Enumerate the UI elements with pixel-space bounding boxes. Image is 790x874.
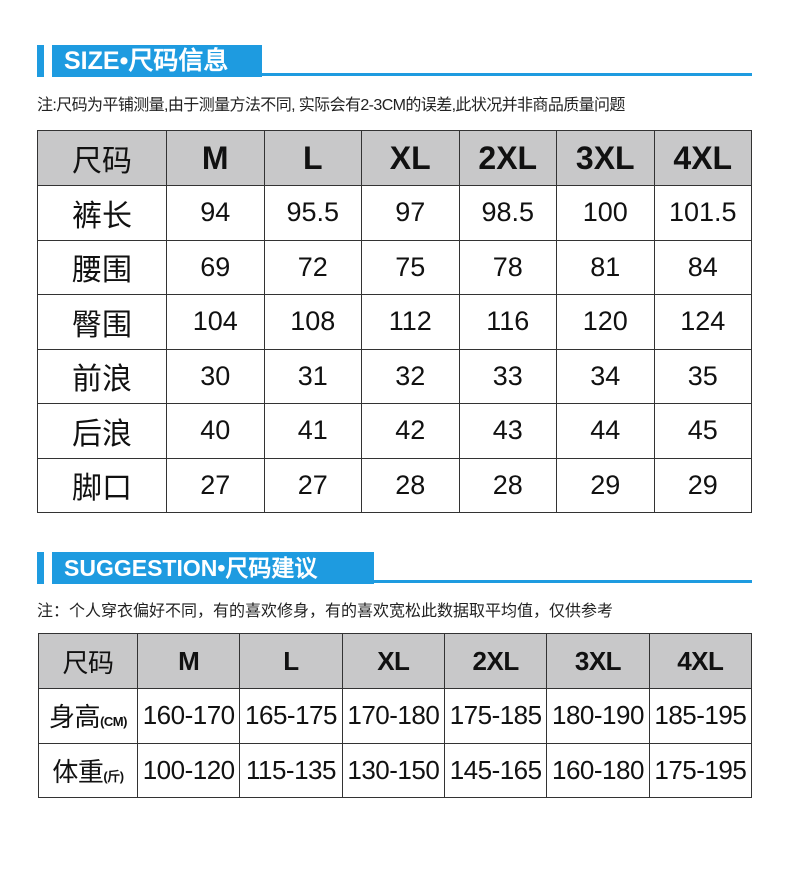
table-cell: 44 bbox=[556, 403, 655, 459]
row-label-text: 体重 bbox=[52, 756, 104, 787]
table-cell: 175-185 bbox=[443, 688, 548, 744]
table-cell: 41 bbox=[263, 403, 362, 459]
table-cell: XL bbox=[341, 633, 445, 689]
table-cell: 28 bbox=[458, 457, 557, 513]
table-cell: 84 bbox=[653, 239, 752, 295]
table-cell: 81 bbox=[556, 239, 655, 295]
table-cell: 97 bbox=[361, 185, 460, 241]
table-cell: 175-195 bbox=[648, 742, 753, 798]
table-cell: 180-190 bbox=[546, 688, 650, 744]
table-cell: 116 bbox=[458, 294, 557, 350]
table-row: 身高(CM) 160-170 165-175 170-180 175-185 180-19… bbox=[38, 688, 753, 744]
table-cell: 45 bbox=[653, 403, 752, 459]
section-marker bbox=[37, 45, 44, 77]
table-cell: 4XL bbox=[648, 633, 753, 689]
divider bbox=[374, 580, 752, 583]
table-cell: 29 bbox=[653, 457, 752, 513]
row-label: 身高(CM) bbox=[38, 688, 138, 744]
table-cell: 43 bbox=[458, 403, 557, 459]
table-row: 体重(斤) 100-120 115-135 130-150 145-165 160-180… bbox=[38, 742, 753, 798]
table-cell: 2XL bbox=[458, 130, 557, 186]
table-cell: 69 bbox=[166, 239, 265, 295]
table-cell: 27 bbox=[166, 457, 265, 513]
suggestion-table: 尺码 M L XL 2XL 3XL 4XL 身高(CM) 160-170 165-175 170-… bbox=[38, 633, 753, 798]
table-cell: 160-170 bbox=[136, 688, 241, 744]
table-cell: 112 bbox=[361, 294, 460, 350]
table-row: 前浪 30 31 32 33 34 35 bbox=[37, 348, 752, 404]
row-label: 后浪 bbox=[37, 403, 167, 459]
size-note: 注:尺码为平铺测量,由于测量方法不同, 实际会有2-3CM的误差,此状况并非商品… bbox=[37, 97, 625, 114]
table-cell: 185-195 bbox=[648, 688, 753, 744]
table-cell: 35 bbox=[653, 348, 752, 404]
table-cell: 78 bbox=[458, 239, 557, 295]
table-cell: 94 bbox=[166, 185, 265, 241]
table-cell: 124 bbox=[653, 294, 752, 350]
table-cell: 160-180 bbox=[546, 742, 650, 798]
table-cell: 40 bbox=[166, 403, 265, 459]
table-header-row: 尺码 M L XL 2XL 3XL 4XL bbox=[37, 130, 752, 186]
table-cell: 170-180 bbox=[341, 688, 445, 744]
table-cell: 4XL bbox=[653, 130, 752, 186]
row-label: 臀围 bbox=[37, 294, 167, 350]
table-cell: 31 bbox=[263, 348, 362, 404]
table-cell: 34 bbox=[556, 348, 655, 404]
table-cell: 95.5 bbox=[263, 185, 362, 241]
suggestion-section-title: SUGGESTION•尺码建议 bbox=[52, 552, 374, 584]
row-label: 尺码 bbox=[37, 130, 167, 186]
table-row: 臀围 104 108 112 116 120 124 bbox=[37, 294, 752, 350]
table-row: 腰围 69 72 75 78 81 84 bbox=[37, 239, 752, 295]
table-cell: 130-150 bbox=[341, 742, 445, 798]
table-cell: 2XL bbox=[443, 633, 548, 689]
section-marker bbox=[37, 552, 44, 584]
table-header-row: 尺码 M L XL 2XL 3XL 4XL bbox=[38, 633, 753, 689]
table-cell: 108 bbox=[263, 294, 362, 350]
row-label: 腰围 bbox=[37, 239, 167, 295]
table-cell: 120 bbox=[556, 294, 655, 350]
table-cell: M bbox=[166, 130, 265, 186]
row-label: 脚口 bbox=[37, 457, 167, 513]
row-unit: (斤) bbox=[103, 768, 124, 784]
table-cell: 29 bbox=[556, 457, 655, 513]
table-cell: 165-175 bbox=[239, 688, 343, 744]
table-cell: 28 bbox=[361, 457, 460, 513]
table-cell: 42 bbox=[361, 403, 460, 459]
table-row: 脚口 27 27 28 28 29 29 bbox=[37, 457, 752, 513]
suggestion-note: 注：个人穿衣偏好不同，有的喜欢修身，有的喜欢宽松此数据取平均值，仅供参考 bbox=[37, 603, 614, 620]
table-row: 裤长 94 95.5 97 98.5 100 101.5 bbox=[37, 185, 752, 241]
row-label-text: 身高 bbox=[49, 702, 101, 733]
table-cell: 32 bbox=[361, 348, 460, 404]
table-cell: L bbox=[239, 633, 343, 689]
table-cell: 30 bbox=[166, 348, 265, 404]
table-cell: 100-120 bbox=[136, 742, 241, 798]
row-label: 尺码 bbox=[38, 633, 138, 689]
row-label: 体重(斤) bbox=[38, 742, 138, 798]
divider bbox=[262, 73, 752, 76]
table-cell: 145-165 bbox=[443, 742, 548, 798]
table-cell: 104 bbox=[166, 294, 265, 350]
size-table: 尺码 M L XL 2XL 3XL 4XL 裤长 94 95.5 97 98.5 100 101.5 腰围… bbox=[37, 130, 752, 513]
table-cell: 75 bbox=[361, 239, 460, 295]
row-unit: (CM) bbox=[100, 714, 127, 730]
table-cell: M bbox=[136, 633, 241, 689]
table-cell: 98.5 bbox=[458, 185, 557, 241]
row-label: 前浪 bbox=[37, 348, 167, 404]
table-cell: 27 bbox=[263, 457, 362, 513]
table-cell: 3XL bbox=[546, 633, 650, 689]
table-cell: 115-135 bbox=[239, 742, 343, 798]
table-cell: 101.5 bbox=[653, 185, 752, 241]
row-label: 裤长 bbox=[37, 185, 167, 241]
table-cell: XL bbox=[361, 130, 460, 186]
size-section-title: SIZE•尺码信息 bbox=[52, 45, 262, 77]
table-cell: 33 bbox=[458, 348, 557, 404]
table-cell: 100 bbox=[556, 185, 655, 241]
table-cell: L bbox=[263, 130, 362, 186]
table-cell: 3XL bbox=[556, 130, 655, 186]
table-row: 后浪 40 41 42 43 44 45 bbox=[37, 403, 752, 459]
table-cell: 72 bbox=[263, 239, 362, 295]
